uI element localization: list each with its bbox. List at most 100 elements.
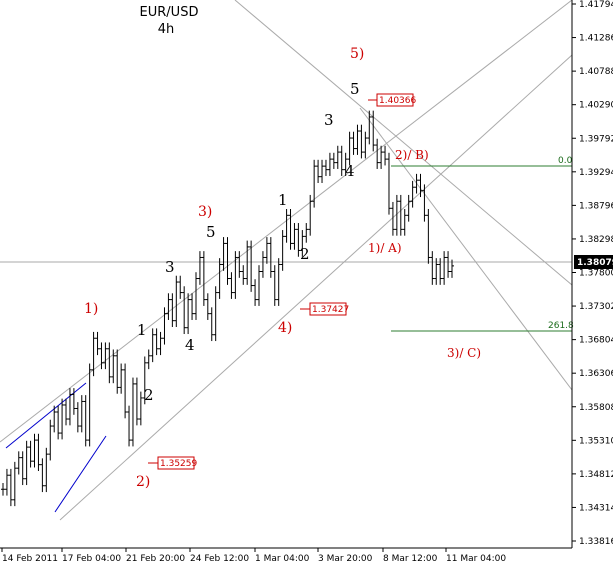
price-bar: [107, 342, 112, 384]
price-bar: [44, 447, 49, 493]
price-bar: [339, 145, 344, 176]
x-tick-label: 17 Feb 04:00: [62, 554, 121, 564]
price-bar: [355, 124, 360, 155]
triangle-lower-line: [54, 435, 107, 513]
price-bar: [402, 208, 407, 236]
price-bar: [316, 159, 321, 183]
price-bar: [383, 145, 388, 166]
price-bar: [201, 251, 206, 306]
x-tick-label: 21 Feb 20:00: [126, 554, 185, 564]
trend-lines: [0, 0, 573, 521]
price-bar: [434, 258, 439, 285]
wave-label: 2: [144, 386, 154, 404]
wave-label: 4): [278, 320, 292, 336]
price-bar: [205, 293, 210, 320]
price-bar: [48, 419, 53, 461]
price-bar: [209, 307, 214, 342]
price-bar: [351, 131, 356, 155]
decline-channel-lower-line: [359, 107, 573, 391]
price-bar: [36, 433, 41, 471]
price-marker-label: 1.40366: [379, 96, 416, 106]
channel-upper-line: [0, 0, 573, 443]
price-bar: [91, 331, 96, 377]
wave-label: 3: [165, 258, 175, 276]
price-marker-label: 1.37427: [312, 305, 349, 315]
price-bar: [111, 349, 116, 384]
y-tick-label: 1.38796: [579, 201, 613, 211]
y-tick-label: 1.35808: [579, 403, 613, 413]
price-bar: [28, 440, 33, 468]
price-bar: [229, 272, 234, 299]
price-bar: [268, 237, 273, 278]
triangle-upper-line: [5, 382, 87, 449]
plot-background: [0, 0, 572, 548]
y-tick-label: 1.33816: [579, 537, 613, 547]
price-bar: [386, 152, 391, 215]
price-bar: [308, 194, 313, 236]
price-bar: [426, 208, 431, 264]
price-bar: [40, 458, 45, 493]
y-tick-label: 1.35310: [579, 436, 613, 446]
price-bar: [56, 405, 61, 440]
price-bar: [142, 356, 147, 405]
price-bar: [186, 293, 191, 335]
wave-label: 2: [300, 245, 310, 263]
price-bar: [8, 468, 13, 507]
price-bar: [418, 173, 423, 198]
y-tick-label: 1.36306: [579, 369, 613, 379]
price-bar: [4, 468, 9, 496]
price-bar: [276, 258, 281, 306]
x-tick-label: 1 Mar 04:00: [255, 554, 310, 564]
price-bar: [16, 451, 21, 475]
price-bar: [442, 251, 447, 285]
price-bar: [95, 331, 100, 356]
price-bar: [398, 194, 403, 236]
decline-channel-upper-line: [234, 0, 573, 286]
y-tick-label: 1.39792: [579, 134, 613, 144]
wave-label: 3): [198, 204, 212, 220]
price-bar: [190, 293, 195, 320]
price-bar: [75, 402, 80, 433]
fib-level-label: 0.0: [558, 156, 573, 166]
price-bar: [406, 194, 411, 222]
wave-label: 4: [185, 336, 195, 354]
price-bar: [304, 223, 309, 243]
price-bar: [162, 307, 167, 345]
price-bar: [245, 240, 250, 285]
y-tick-label: 1.37302: [579, 302, 613, 312]
price-bar: [87, 363, 92, 447]
price-bar: [225, 237, 230, 285]
price-bar: [359, 124, 364, 159]
y-tick-label: 1.34314: [579, 503, 613, 513]
price-bar: [249, 240, 254, 292]
y-tick-label: 1.38298: [579, 235, 613, 245]
x-tick-label: 8 Mar 12:00: [383, 554, 438, 564]
price-bar: [264, 237, 269, 264]
wave-label: 5): [350, 46, 364, 62]
price-bar: [130, 377, 135, 447]
wave-label: 1: [278, 191, 288, 209]
wave-label: 1): [84, 301, 98, 317]
price-bar: [213, 286, 218, 342]
price-bar: [170, 293, 175, 327]
price-bar: [312, 159, 317, 208]
x-tick-label: 24 Feb 12:00: [190, 554, 249, 564]
y-tick-label: 1.41286: [579, 34, 613, 44]
price-bar: [24, 440, 29, 486]
price-bar: [288, 208, 293, 250]
price-bar: [446, 251, 451, 278]
price-bar: [320, 159, 325, 183]
y-axis: 1.41794 1.41286 1.40788 1.40290 1.39792 1.392…: [572, 0, 613, 547]
wave-label: 5: [350, 80, 360, 98]
price-bar: [371, 110, 376, 152]
price-marker-box: [376, 93, 414, 107]
price-bar: [367, 110, 372, 145]
price-marker-box: [157, 456, 195, 470]
price-marker-label: 1.35259: [160, 459, 197, 469]
price-bar: [300, 230, 305, 257]
wave-label: 3: [324, 111, 334, 129]
y-tick-label: 1.40788: [579, 67, 613, 77]
price-bars: [1, 110, 454, 507]
price-bar: [296, 223, 301, 257]
price-bar: [237, 251, 242, 278]
